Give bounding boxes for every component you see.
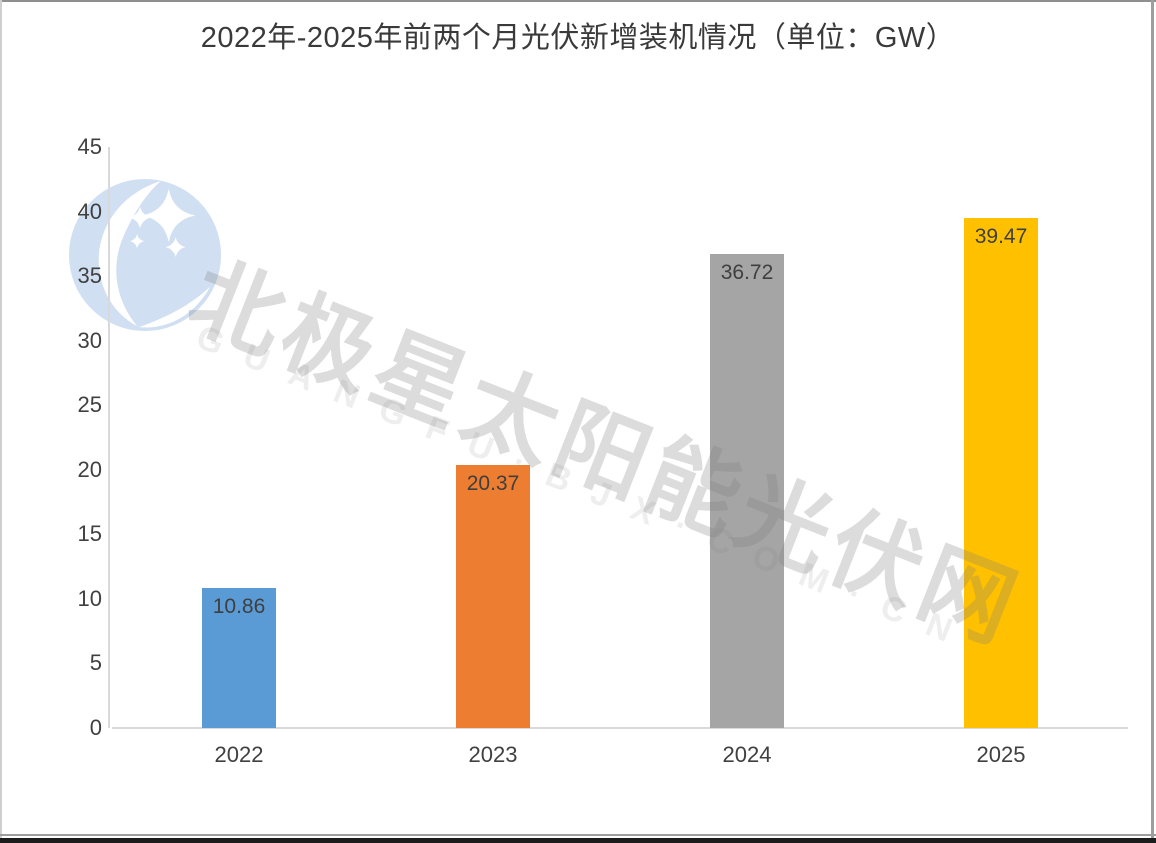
x-axis-category-label: 2024 [722,742,772,767]
bar-2022: 10.86 [202,588,276,728]
chart-title: 2022年-2025年前两个月光伏新增装机情况（单位：GW） [200,22,956,54]
y-axis-tick-label: 45 [77,134,102,159]
y-axis-tick-label: 25 [77,392,102,418]
right-border [1151,0,1154,843]
bar-value-label: 36.72 [720,261,774,284]
bar-value-label: 39.47 [974,225,1028,248]
top-border [0,0,1156,2]
left-border [0,0,2,843]
bar-value-label: 20.37 [466,472,520,495]
x-axis-category-label: 2022 [214,742,264,767]
bar-2024: 36.72 [710,254,784,728]
y-axis-tick-label: 40 [77,198,102,224]
y-axis-tick-label: 10 [77,585,102,611]
y-axis-tick-label: 30 [77,327,102,353]
y-axis-tick-label: 35 [77,263,102,289]
x-axis-category-label: 2025 [976,742,1026,767]
y-axis-tick-label: 20 [77,456,102,482]
bottom-border-gray [0,834,1156,836]
y-axis-tick-label: 0 [89,715,102,740]
bar-value-label: 10.86 [212,595,266,618]
x-axis-line [112,727,1128,729]
bjx-moon-stars-logo-icon [66,176,224,334]
y-axis-line [108,147,110,728]
y-axis-tick-label: 15 [77,521,102,547]
y-axis-tick-label: 5 [89,650,102,676]
bar-2023: 20.37 [456,465,530,728]
bar-2025: 39.47 [964,218,1038,728]
bottom-border-dark [0,838,1156,843]
x-axis-category-label: 2023 [468,742,518,767]
